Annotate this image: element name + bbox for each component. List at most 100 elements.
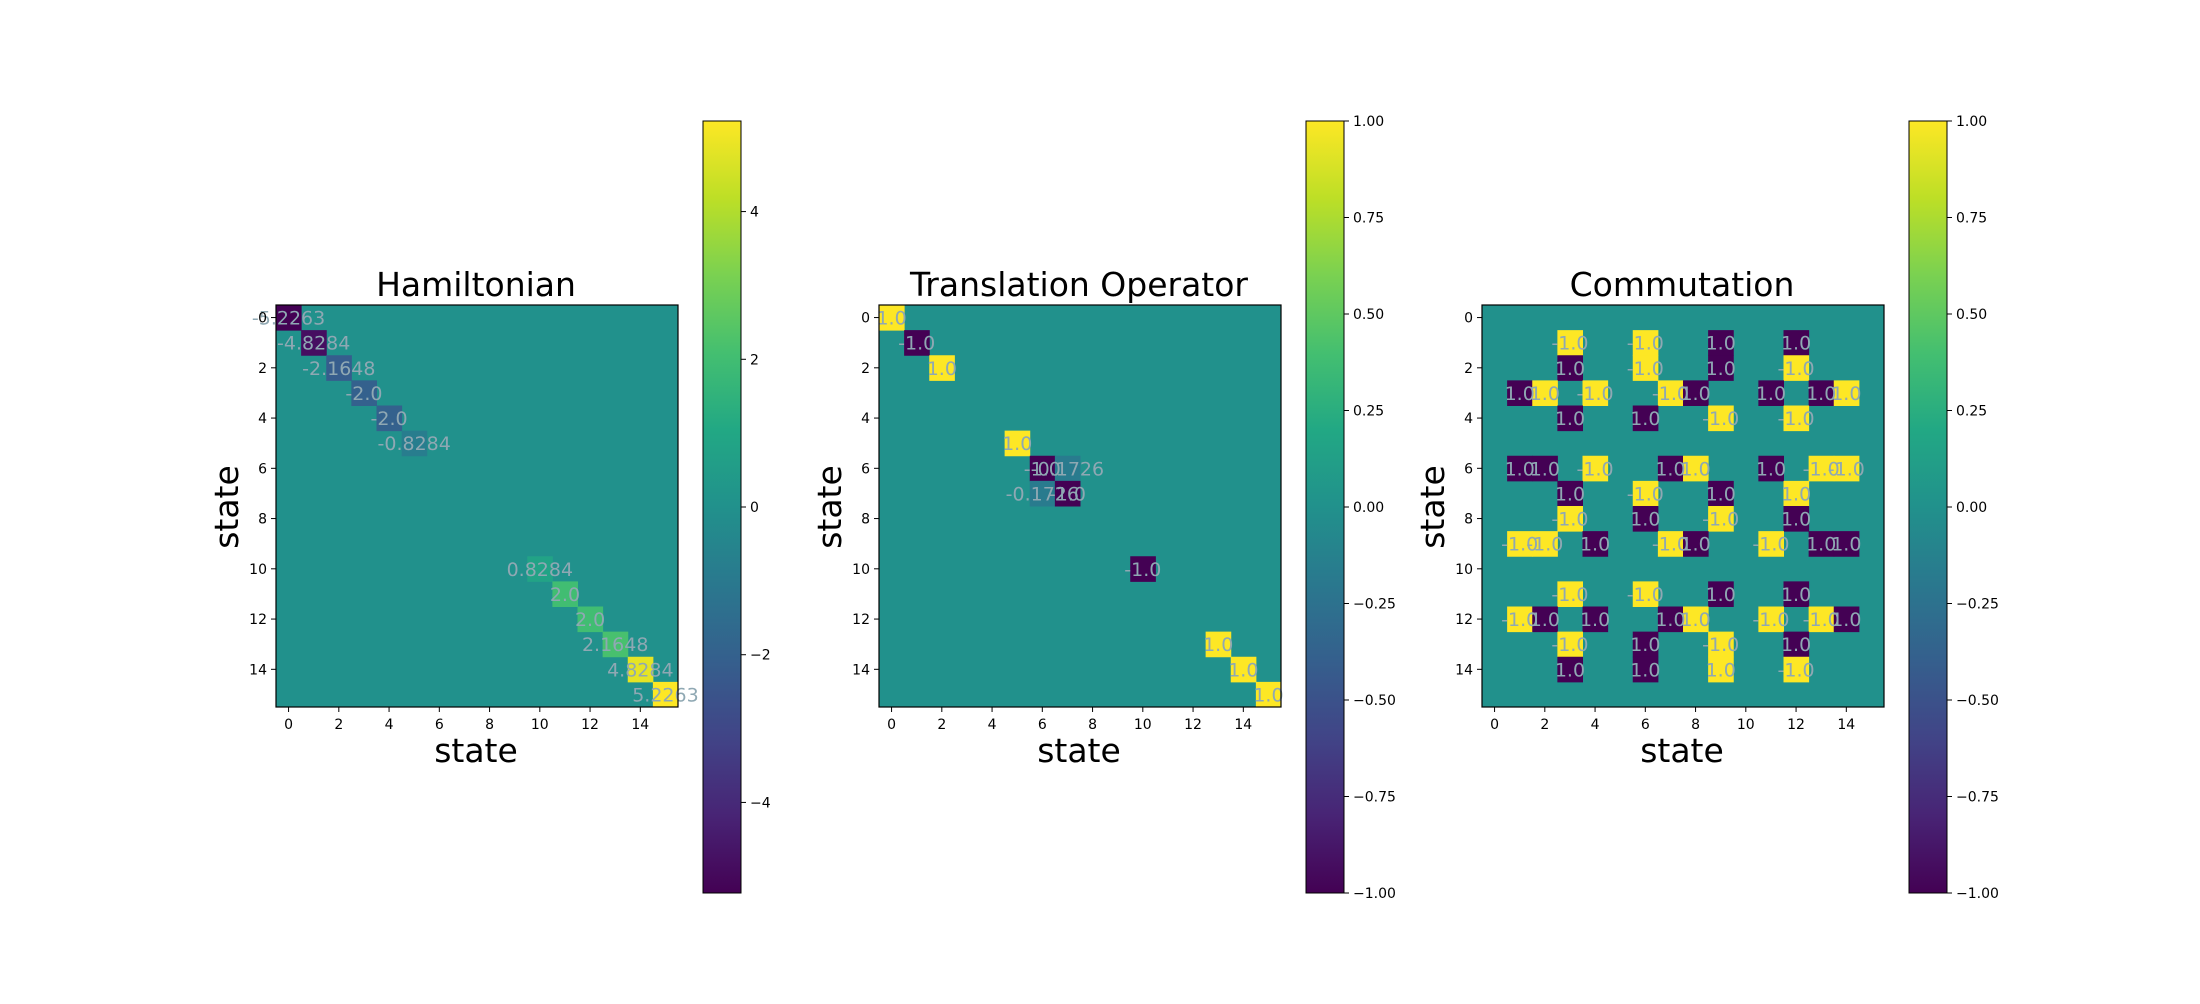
hamiltonian-cell [376, 405, 403, 432]
commutation-cell-label: 1.0 [1680, 609, 1710, 631]
commutation-ytick-label: 12 [1455, 612, 1473, 628]
commutation-cell [1582, 606, 1609, 633]
commutation-cell-label: -1.0 [1803, 458, 1840, 480]
hamiltonian-cell-label: -4.8284 [277, 333, 350, 355]
commutation-colorbar-tick-label: 1.00 [1956, 114, 1987, 130]
hamiltonian-ytick-label: 0 [258, 311, 267, 327]
commutation-cell [1532, 531, 1558, 557]
commutation-cell-label: -1.0 [1501, 609, 1538, 631]
commutation-cell [1808, 531, 1835, 557]
commutation-cell-label: -1.0 [1501, 534, 1538, 556]
hamiltonian-xtick-label: 6 [435, 717, 444, 733]
translation-operator-cell [904, 330, 930, 356]
commutation-xlabel: state [1640, 731, 1724, 770]
commutation-cell-label: 1.0 [1706, 584, 1736, 606]
commutation-cell [1632, 656, 1659, 683]
hamiltonian-xtick-label: 14 [631, 717, 649, 733]
translation-operator-cell [1004, 430, 1031, 457]
commutation-cell-label: 1.0 [1781, 483, 1811, 505]
commutation-cell-label: 1.0 [1781, 634, 1811, 656]
commutation-cell [1783, 656, 1810, 683]
commutation-cell-label: 1.0 [1706, 659, 1736, 681]
hamiltonian-ytick-label: 6 [258, 461, 267, 477]
commutation-cell-label: 1.0 [1781, 584, 1811, 606]
translation-operator-xtick-label: 6 [1038, 717, 1047, 733]
commutation-colorbar-tick-label: 0.75 [1956, 211, 1987, 227]
hamiltonian-xlabel: state [434, 731, 518, 770]
commutation-xtick-label: 10 [1737, 717, 1755, 733]
commutation-cell [1657, 606, 1684, 633]
translation-operator-cell-label: -1.0 [898, 333, 935, 355]
commutation-cell [1582, 531, 1609, 557]
translation-operator-cell-label: 1.0 [1253, 684, 1283, 706]
commutation-cell-label: -1.0 [1551, 509, 1588, 531]
commutation-cell-label: 1.0 [1706, 333, 1736, 355]
commutation-cell [1557, 581, 1583, 607]
commutation-cell [1532, 380, 1558, 406]
commutation-cell [1783, 330, 1810, 356]
translation-operator-xtick-label: 0 [887, 717, 896, 733]
commutation-cell-label: 1.0 [1555, 483, 1585, 505]
commutation-cell [1683, 455, 1709, 482]
commutation-cell [1507, 455, 1533, 482]
commutation-cell [1708, 506, 1734, 532]
commutation-colorbar-tick-label: −1.00 [1956, 886, 1999, 902]
commutation-cell [1632, 506, 1659, 532]
commutation-cell-label: -1.0 [1652, 383, 1689, 405]
hamiltonian-cell-label: 4.8284 [607, 659, 673, 681]
commutation-cell-label: 1.0 [1781, 333, 1811, 355]
hamiltonian-ytick-label: 14 [249, 662, 267, 678]
translation-operator-cell-label: -0.1726 [1031, 458, 1104, 480]
panel-translation-operator: Translation Operator state state 1.0 -1.0… [810, 114, 1396, 902]
commutation-ytick-label: 2 [1464, 361, 1473, 377]
commutation-cell [1557, 506, 1583, 532]
translation-operator-xtick-label: 12 [1184, 717, 1202, 733]
commutation-cell-label: 1.0 [1756, 383, 1786, 405]
translation-operator-cell-label: 1.0 [927, 358, 957, 380]
commutation-xtick-label: 4 [1591, 717, 1600, 733]
commutation-xtick-label: 8 [1691, 717, 1700, 733]
translation-operator-cell [879, 305, 905, 331]
translation-operator-ytick-label: 10 [852, 562, 870, 578]
translation-operator-ytick-label: 6 [861, 461, 870, 477]
commutation-cell-label: -1.0 [1702, 634, 1739, 656]
commutation-ytick-label: 8 [1464, 512, 1473, 528]
commutation-colorbar-tick-label: −0.50 [1956, 693, 1999, 709]
translation-operator-colorbar-tick-label: 0.00 [1353, 500, 1384, 516]
commutation-cell-label: 1.0 [1580, 609, 1610, 631]
hamiltonian-cell-label: 0.8284 [507, 559, 573, 581]
commutation-cell-label: 1.0 [1806, 534, 1836, 556]
commutation-cell [1708, 330, 1734, 356]
commutation-cell-label: -1.0 [1702, 509, 1739, 531]
hamiltonian-cell [401, 430, 428, 457]
hamiltonian-title: Hamiltonian [376, 265, 576, 304]
translation-operator-cell [1230, 656, 1257, 683]
commutation-cell-label: 1.0 [1505, 458, 1535, 480]
commutation-cell [1632, 581, 1659, 607]
translation-operator-colorbar-tick-label: −0.75 [1353, 790, 1396, 806]
commutation-colorbar-tick-label: 0.00 [1956, 500, 1987, 516]
commutation-cell-label: -1.0 [1577, 458, 1614, 480]
hamiltonian-xtick-label: 2 [334, 717, 343, 733]
commutation-cell [1557, 405, 1583, 432]
hamiltonian-cell [527, 556, 553, 582]
commutation-ylabel: state [1413, 465, 1452, 549]
hamiltonian-ytick-label: 4 [258, 411, 267, 427]
commutation-cell [1833, 380, 1860, 406]
commutation-cell-label: -1.0 [1778, 659, 1815, 681]
translation-operator-cell [1054, 480, 1081, 507]
hamiltonian-cell [326, 355, 352, 381]
hamiltonian-cell-label: 2.0 [575, 609, 605, 631]
translation-operator-ytick-label: 4 [861, 411, 870, 427]
commutation-colorbar-tick-label: −0.25 [1956, 597, 1999, 613]
translation-operator-cell [929, 355, 955, 381]
translation-operator-cell [1029, 480, 1056, 507]
commutation-cell [1557, 631, 1583, 658]
commutation-cell [1532, 455, 1558, 482]
commutation-cell-label: 1.0 [1555, 358, 1585, 380]
hamiltonian-cell-label: -0.8284 [378, 433, 451, 455]
commutation-cell [1758, 531, 1784, 557]
translation-operator-cell-label: -1.0 [1049, 483, 1086, 505]
commutation-cell-label: -1.0 [1778, 408, 1815, 430]
commutation-cell-label: 1.0 [1680, 534, 1710, 556]
